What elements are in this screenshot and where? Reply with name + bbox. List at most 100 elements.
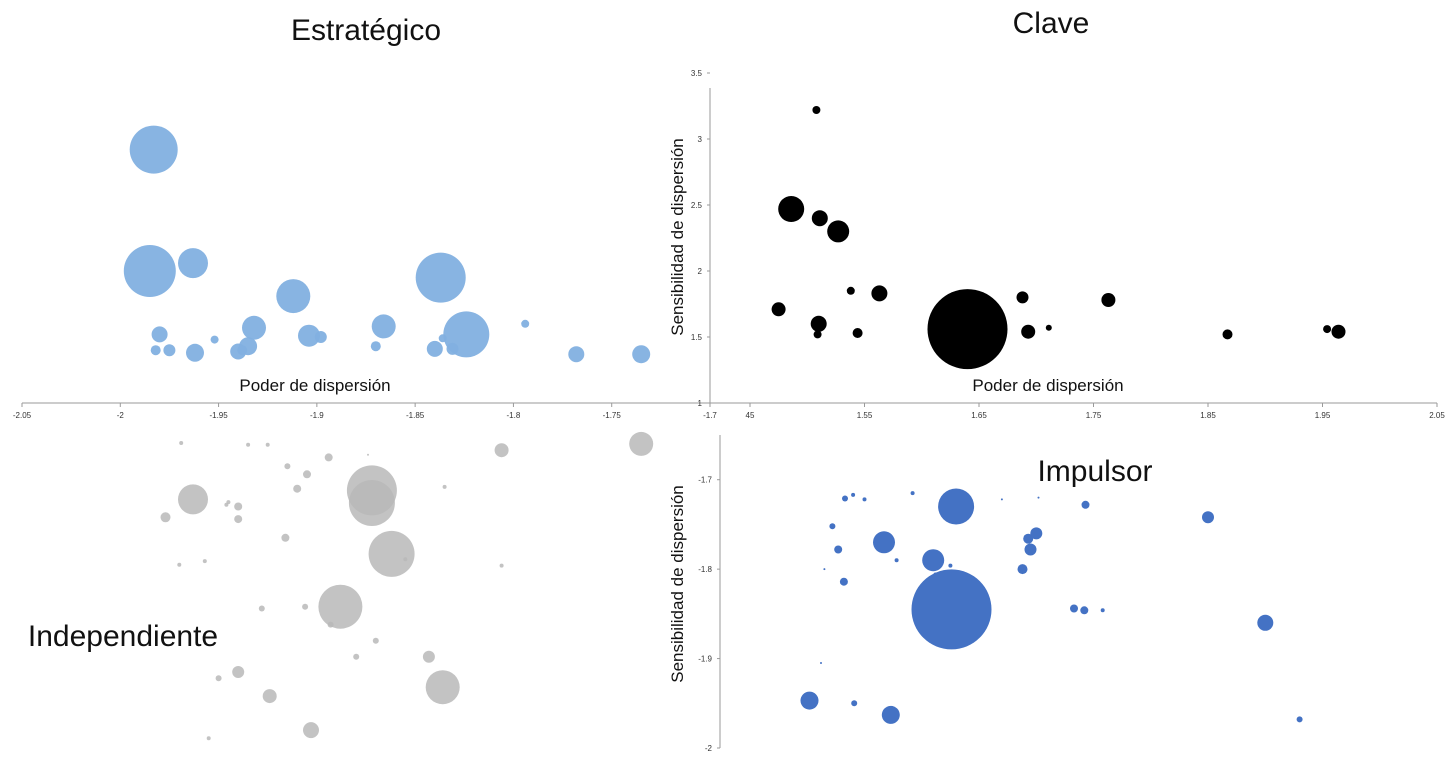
estrategico-bubble	[163, 344, 176, 357]
independiente-bubble	[178, 484, 208, 515]
estrategico-x-tick-label: -2	[117, 411, 125, 420]
title-clave: Clave	[1013, 7, 1090, 40]
independiente-bubble	[160, 512, 171, 523]
independiente-bubble	[206, 736, 211, 741]
impulsor-bubble	[910, 491, 915, 496]
clave-bubble	[1331, 324, 1346, 339]
title-impulsor: Impulsor	[1037, 455, 1152, 488]
impulsor-bubble	[800, 691, 819, 710]
estrategico-x-tick-label: -1.9	[310, 411, 324, 420]
estrategico-bubble	[415, 252, 466, 303]
impulsor-bubble	[1296, 716, 1303, 723]
impulsor-bubble	[911, 569, 992, 650]
clave-bubble	[927, 289, 1008, 370]
estrategico-bubble	[151, 326, 168, 343]
clave-bubble	[1222, 329, 1233, 340]
clave-bubble	[871, 285, 888, 302]
independiente-bubble	[234, 502, 243, 511]
impulsor-bubble	[1037, 496, 1040, 499]
independiente-bubble	[202, 559, 207, 564]
clave-bubble	[813, 330, 822, 339]
clave-x-tick-label: 1.55	[857, 411, 873, 420]
clave-bubble	[852, 328, 863, 338]
estrategico-bubble	[521, 319, 530, 328]
estrategico-bubble	[237, 345, 248, 356]
independiente-bubble	[215, 675, 222, 682]
independiente-bubble	[367, 453, 369, 456]
impulsor-bubble	[873, 531, 895, 554]
impulsor-bubble	[1070, 604, 1078, 613]
impulsor-bubble	[842, 495, 848, 502]
impulsor-y-tick-label: -1.9	[698, 655, 712, 664]
impulsor-bubble	[922, 549, 945, 572]
independiente-bubble	[499, 563, 504, 568]
impulsor-bubble	[933, 572, 938, 577]
y-axis-label-impulsor: Sensibilidad de dispersión	[668, 485, 687, 683]
clave-x-tick-label: 1.95	[1315, 411, 1331, 420]
clave-bubble	[810, 315, 827, 332]
estrategico-bubble	[242, 315, 266, 340]
y-axis-label-clave: Sensibilidad de dispersión	[668, 138, 687, 336]
clave-bubble	[1021, 324, 1036, 339]
clave-x-tick-label: 1.75	[1086, 411, 1102, 420]
estrategico-bubble	[129, 125, 178, 174]
impulsor-bubble	[1030, 527, 1043, 540]
independiente-bubble	[353, 653, 360, 660]
clave-y-tick-label: 1	[698, 399, 703, 408]
estrategico-bubble	[210, 335, 219, 344]
impulsor-bubble	[839, 577, 848, 586]
estrategico-bubble	[178, 248, 208, 279]
independiente-bubble	[265, 442, 270, 447]
title-independiente: Independiente	[28, 620, 218, 653]
clave-bubble	[778, 196, 805, 222]
independiente-bubble	[284, 463, 291, 470]
estrategico-x-tick-label: -1.95	[209, 411, 228, 420]
impulsor-y-tick-label: -2	[705, 744, 713, 753]
clave-bubble	[1045, 324, 1052, 331]
title-estrategico: Estratégico	[291, 14, 441, 47]
ticks-layer: -2.05 -2 -1.95 -1.9 -1.85 -1.8 -1.75 -1.7 45 1.55…	[13, 69, 1445, 753]
clave-bubble	[846, 286, 855, 295]
clave-bubble	[827, 220, 850, 243]
independiente-bubble	[293, 484, 302, 493]
clave-x-tick-label: 1.85	[1200, 411, 1216, 420]
independiente-bubble	[348, 480, 395, 526]
independiente-bubble	[324, 453, 333, 462]
impulsor-y-tick-label: -1.8	[698, 565, 712, 574]
estrategico-bubble	[371, 314, 396, 339]
independiente-bubble	[368, 530, 415, 577]
independiente-bubble	[303, 722, 319, 739]
clave-x-tick-label: 45	[746, 411, 755, 420]
impulsor-bubble	[851, 492, 856, 497]
impulsor-y-tick-label: -1.7	[698, 476, 712, 485]
independiente-bubble	[234, 515, 243, 524]
impulsor-bubble	[894, 558, 899, 563]
clave-y-tick-label: 2.5	[691, 201, 703, 210]
impulsor-bubble	[820, 662, 822, 664]
estrategico-bubble	[276, 279, 311, 314]
impulsor-bubble	[1023, 533, 1034, 544]
independiente-bubble	[177, 562, 182, 567]
independiente-bubble	[318, 584, 363, 629]
independiente-bubble	[629, 431, 654, 456]
clave-x-tick-label: 1.65	[971, 411, 987, 420]
impulsor-bubble	[1100, 608, 1105, 613]
independiente-bubble	[422, 650, 435, 663]
impulsor-bubble	[938, 488, 975, 525]
independiente-bubble	[281, 533, 290, 542]
clave-y-tick-label: 3	[698, 135, 703, 144]
clave-bubble	[1101, 293, 1116, 307]
impulsor-bubble	[862, 497, 867, 502]
independiente-bubble	[302, 603, 309, 610]
clave-bubble	[771, 302, 786, 317]
estrategico-bubble	[426, 340, 443, 357]
clave-bubble	[1323, 325, 1332, 334]
estrategico-x-tick-label: -1.75	[603, 411, 622, 420]
impulsor-bubble	[1081, 500, 1090, 509]
independiente-bubble	[232, 666, 245, 678]
independiente-bubble	[258, 605, 265, 612]
impulsor-bubble	[881, 705, 900, 724]
estrategico-bubble	[568, 346, 585, 363]
estrategico-bubble	[438, 334, 447, 343]
